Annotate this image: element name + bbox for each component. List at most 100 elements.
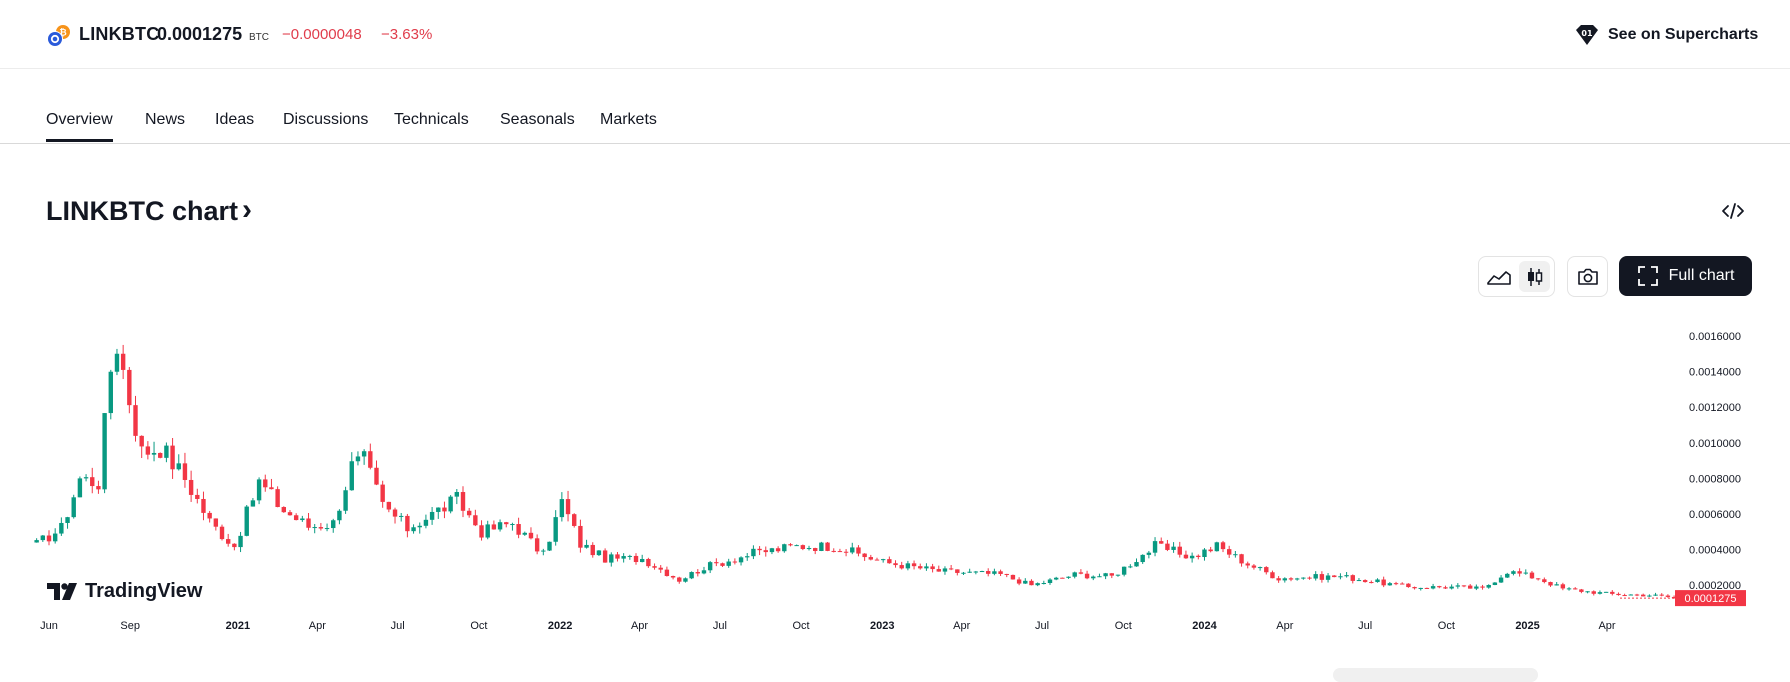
candle-body (504, 522, 509, 525)
chart-style-toggle (1478, 256, 1555, 297)
candle-body (392, 509, 398, 517)
candle-body (782, 544, 787, 552)
candle-body (1264, 567, 1269, 573)
candle-body (1418, 587, 1423, 589)
candle-body (1307, 577, 1312, 579)
candle-body (454, 492, 460, 497)
candle-body (1430, 586, 1436, 589)
candle-body (436, 507, 441, 512)
candle-body (1029, 580, 1034, 586)
candle-body (1004, 573, 1009, 575)
area-chart-button[interactable] (1483, 261, 1514, 292)
y-axis-tick-label: 0.0006000 (1689, 509, 1741, 521)
price-chart[interactable]: 0.0002000 0.0004000 0.0006000 0.0008000 0.00… (0, 300, 1790, 640)
x-axis-tick-label: 2025 (1515, 620, 1539, 632)
candle-body (293, 515, 299, 521)
candle-body (201, 498, 206, 513)
full-chart-button[interactable]: Full chart (1619, 256, 1752, 296)
candle-body (1585, 591, 1590, 593)
candle-body (1560, 584, 1566, 589)
y-axis-tick-label: 0.0002000 (1689, 580, 1741, 592)
candle-body (936, 569, 941, 572)
candle-body (1344, 575, 1349, 577)
x-axis-tick-label: Jul (391, 620, 405, 632)
candle-body (707, 562, 713, 571)
candle-body (862, 553, 867, 558)
candle-body (547, 541, 552, 551)
candle-body (1140, 554, 1145, 563)
candle-body (34, 540, 39, 543)
candle-body (232, 543, 237, 548)
candle-body (1152, 541, 1158, 553)
candle-body (1554, 584, 1559, 586)
candle-body (1579, 589, 1584, 592)
chart-title-link[interactable]: LINKBTC chart › (46, 193, 253, 227)
candle-body (627, 555, 633, 557)
candle-body (1010, 574, 1016, 580)
camera-icon (1577, 268, 1598, 285)
candle-body (1443, 587, 1448, 589)
candle-body (460, 492, 466, 511)
candle-body (1548, 582, 1553, 586)
candle-body (806, 548, 812, 550)
candle-body (1474, 586, 1479, 589)
embed-button[interactable] (1718, 198, 1748, 224)
candle-body (1505, 573, 1510, 578)
candle-body (1387, 583, 1393, 586)
tradingview-logo-icon (47, 582, 77, 600)
tab-markets[interactable]: Markets (600, 111, 657, 128)
candle-body (1109, 573, 1114, 576)
candle-body (287, 512, 293, 516)
snapshot-button[interactable] (1567, 256, 1608, 297)
y-axis-tick-label: 0.0016000 (1689, 331, 1741, 343)
candle-body (893, 563, 898, 566)
y-axis-tick-label: 0.0012000 (1689, 402, 1741, 414)
candle-body (343, 490, 348, 511)
candle-body (158, 452, 163, 458)
tab-discussions[interactable]: Discussions (283, 111, 369, 128)
candle-body (596, 550, 602, 556)
see-on-supercharts-button[interactable]: 01 See on Supercharts (1574, 22, 1758, 48)
candle-body (1542, 579, 1547, 583)
candle-body (473, 515, 478, 526)
candle-body (967, 571, 972, 573)
candle-body (1245, 563, 1250, 566)
candle-body (195, 494, 200, 499)
candle-body (609, 554, 614, 563)
x-axis-tick-label: Apr (1598, 620, 1615, 632)
candle-body (1041, 583, 1047, 585)
chevron-right-icon: › (242, 193, 253, 226)
candle-body (145, 446, 151, 455)
candle-body (714, 562, 719, 564)
tab-technicals[interactable]: Technicals (394, 111, 469, 128)
candle-body (263, 479, 268, 488)
x-axis-tick-label: Jun (40, 620, 58, 632)
candles-button[interactable] (1519, 261, 1550, 292)
x-axis-tick-label: Apr (309, 620, 326, 632)
tab-seasonals[interactable]: Seasonals (500, 111, 575, 128)
candle-body (361, 451, 367, 457)
candle-body (961, 572, 966, 574)
candle-body (102, 413, 107, 490)
y-axis-tick-label: 0.0004000 (1689, 545, 1741, 557)
candle-body (1511, 571, 1516, 574)
tab-overview[interactable]: Overview (46, 111, 113, 142)
candle-body (813, 548, 818, 551)
candle-body (1270, 572, 1275, 579)
tab-ideas[interactable]: Ideas (215, 111, 255, 128)
candle-body (689, 572, 694, 579)
candle-body (1159, 541, 1164, 544)
candle-body (466, 510, 472, 516)
candle-body (108, 371, 113, 414)
candle-body (1115, 574, 1121, 576)
candle-body (664, 569, 670, 577)
candle-body (164, 445, 169, 458)
candle-body (399, 515, 404, 517)
candle-body (1486, 585, 1491, 588)
candle-body (1461, 585, 1467, 587)
tab-news[interactable]: News (145, 111, 186, 128)
candle-body (868, 557, 874, 560)
candle-body (46, 535, 52, 542)
watermark-text: TradingView (85, 580, 203, 602)
candle-body (417, 525, 422, 528)
